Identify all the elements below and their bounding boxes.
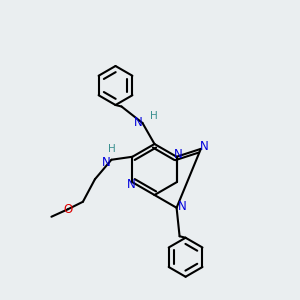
Text: N: N bbox=[178, 200, 187, 213]
Text: H: H bbox=[107, 144, 115, 154]
Text: N: N bbox=[127, 178, 135, 191]
Text: N: N bbox=[174, 148, 182, 161]
Text: N: N bbox=[134, 116, 142, 130]
Text: O: O bbox=[63, 203, 73, 216]
Text: H: H bbox=[150, 112, 158, 122]
Text: N: N bbox=[102, 156, 111, 169]
Text: N: N bbox=[200, 140, 208, 153]
